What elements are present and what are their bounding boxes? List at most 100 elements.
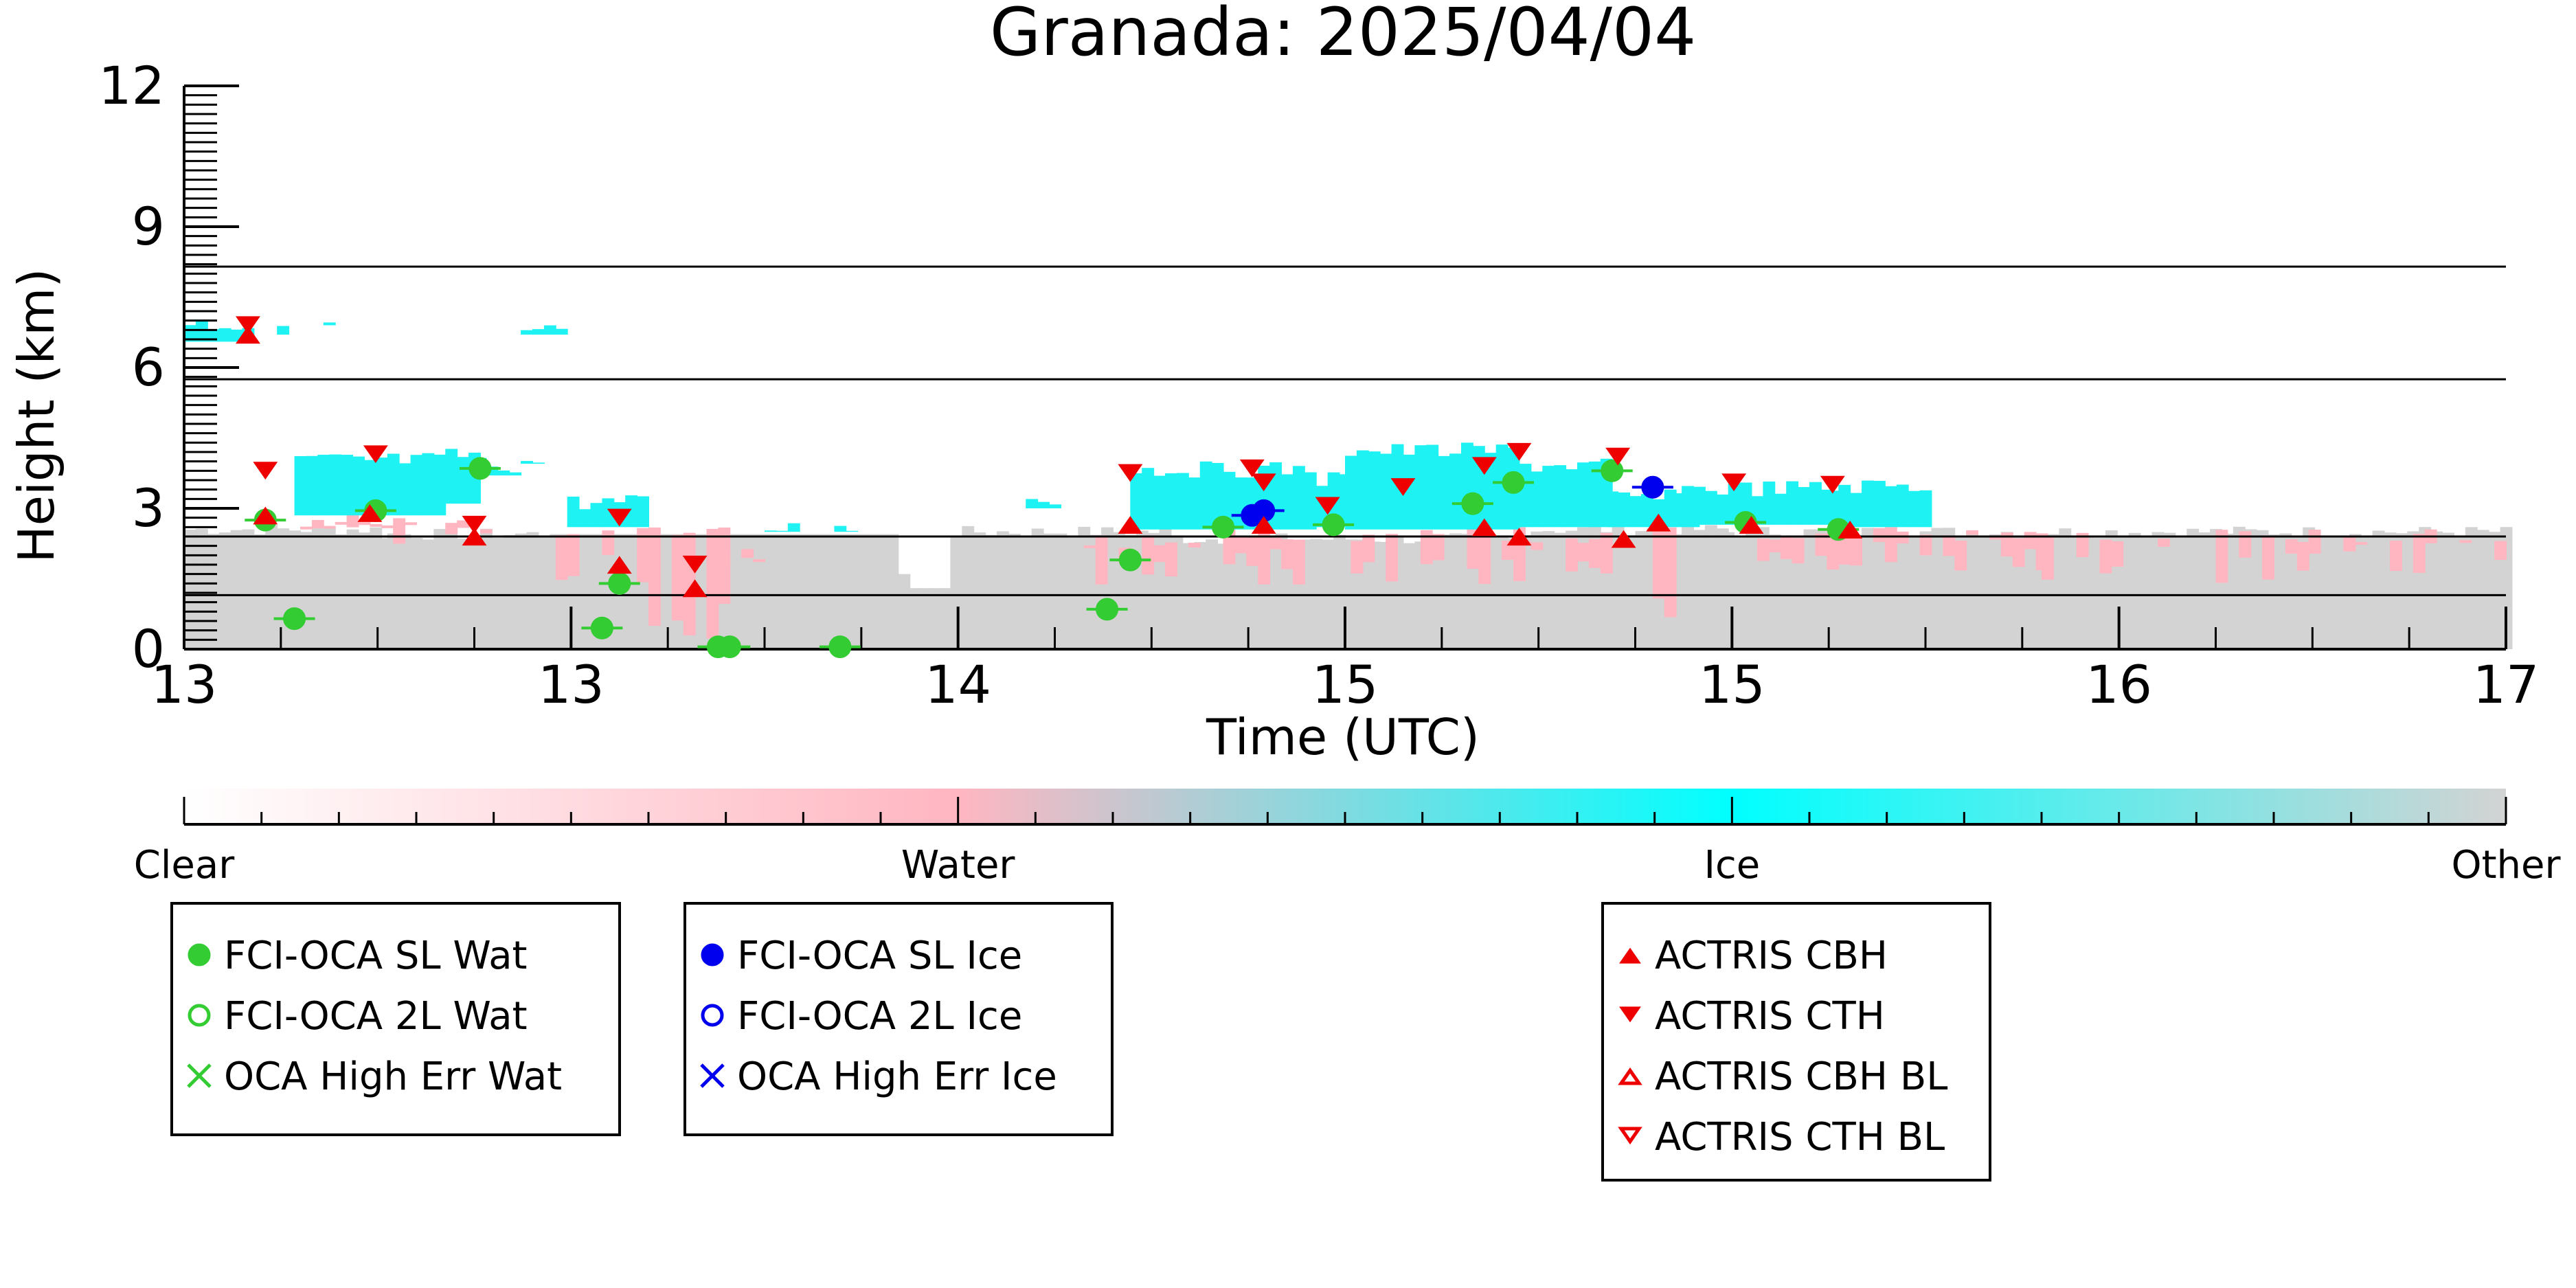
other-cloud-cell [300,532,313,649]
other-cloud-cell [1217,543,1230,649]
ice-cloud-cell [1618,492,1631,528]
other-cloud-cell [863,534,876,649]
water-cloud-cell [1966,530,1979,535]
ice-cloud-cell [1449,453,1462,530]
chart-title: Granada: 2025/04/04 [990,0,1696,71]
water-cloud-cell [335,521,348,525]
other-cloud-cell [387,533,400,649]
cloud-classification-layer [184,320,2513,649]
other-cloud-cell [933,588,945,649]
ice-cloud-cell [1211,462,1224,530]
water-cloud-cell [358,522,371,526]
other-cloud-cell [1054,533,1067,649]
other-cloud-cell [909,588,923,649]
other-cloud-cell [184,529,196,649]
other-cloud-cell [782,534,795,649]
other-cloud-cell [2442,532,2454,649]
water-cloud-cell [1652,530,1665,599]
ice-cloud-cell [521,461,533,464]
ice-cloud-cell [590,503,603,528]
water-cloud-cell [2215,530,2228,583]
legend-marker [701,1004,724,1027]
ice-cloud-cell [1554,465,1567,528]
water-cloud-cell [1815,533,1828,556]
other-cloud-cell [445,528,458,649]
water-cloud-cell [1153,545,1166,563]
ice-cloud-cell [1165,473,1177,530]
ice-cloud-cell [1566,469,1578,528]
water-cloud-cell [753,559,765,563]
actris-cth-marker [1820,475,1845,494]
ice-cloud-cell [218,328,231,342]
other-cloud-cell [491,537,504,649]
water-cloud-cell [2024,532,2037,550]
actris-cbh-marker [1118,516,1143,534]
water-cloud-cell [405,522,417,526]
fci-sl-wat-marker [1212,515,1235,539]
ice-cloud-cell [1809,482,1822,525]
ice-cloud-cell [1368,451,1381,530]
actris-cbh-marker [1739,516,1764,534]
water-cloud-cell [637,528,649,583]
legend-marker [1618,1067,1642,1085]
ice-cloud-cell [765,530,777,532]
other-cloud-cell [1043,533,1056,649]
legend-marker [188,943,211,967]
other-cloud-cell [2488,532,2501,649]
other-cloud-cell [375,538,388,649]
other-cloud-cell [2279,533,2292,649]
water-cloud-cell [706,528,719,639]
other-cloud-cell [1229,544,1241,649]
water-cloud-cell [1664,527,1677,618]
water-cloud-cell [1756,539,1770,561]
other-cloud-cell [2082,535,2095,649]
other-cloud-cell [1803,529,1816,649]
fci-sl-ice-marker [1641,475,1664,499]
legend-label: FCI-OCA SL Ice [737,934,1022,978]
ice-cloud-cell [1281,474,1293,530]
actris-cbh-marker [607,556,632,574]
data-markers [235,316,1863,659]
water-cloud-cell [1577,543,1590,562]
water-cloud-cell [479,529,493,534]
ice-cloud-cell [1188,477,1201,530]
other-cloud-cell [358,532,371,649]
water-cloud-cell [1246,535,1259,566]
water-cloud-cell [445,523,458,534]
colorbar-label: Other [2451,843,2561,888]
legend-label: ACTRIS CTH BL [1655,1115,1945,1160]
water-cloud-cell [2012,538,2025,567]
legend-label: ACTRIS CBH BL [1655,1054,1947,1099]
legend-label: FCI-OCA SL Wat [224,934,528,978]
water-cloud-cell [1420,530,1433,565]
other-cloud-cell [468,534,481,649]
ice-cloud-cell [521,330,533,335]
actris-cth-marker [1239,459,1265,477]
ice-cloud-cell [1530,471,1544,528]
ice-cloud-cell [509,472,522,476]
other-cloud-cell [1931,528,1944,649]
water-cloud-cell [1919,534,1932,556]
water-cloud-cell [1351,541,1364,574]
other-cloud-cell [2187,528,2200,649]
ice-cloud-cell [1037,501,1050,508]
other-cloud-cell [1438,534,1451,649]
water-cloud-cell [1362,534,1375,563]
ice-cloud-cell [1838,484,1851,528]
actris-cbh-marker [1646,513,1671,532]
water-cloud-cell [648,527,661,626]
other-cloud-cell [1542,531,1555,649]
other-cloud-cell [1896,536,1909,649]
other-cloud-cell [526,532,539,649]
other-cloud-cell [265,525,278,649]
legend-frame [683,902,1114,1136]
other-cloud-cell [207,534,220,649]
legend-box: FCI-OCA SL Wat FCI-OCA 2L Wat OCA High Err… [170,902,621,1136]
other-cloud-cell [515,533,528,649]
ice-cloud-cell [1484,453,1497,530]
axes: 0 3 6 9 12 13 13 14 15 15 16 17 [98,55,2539,715]
other-cloud-cell [1310,539,1323,649]
ice-cloud-cell [1664,489,1677,528]
other-cloud-cell [950,535,963,649]
water-cloud-cell [671,534,684,621]
